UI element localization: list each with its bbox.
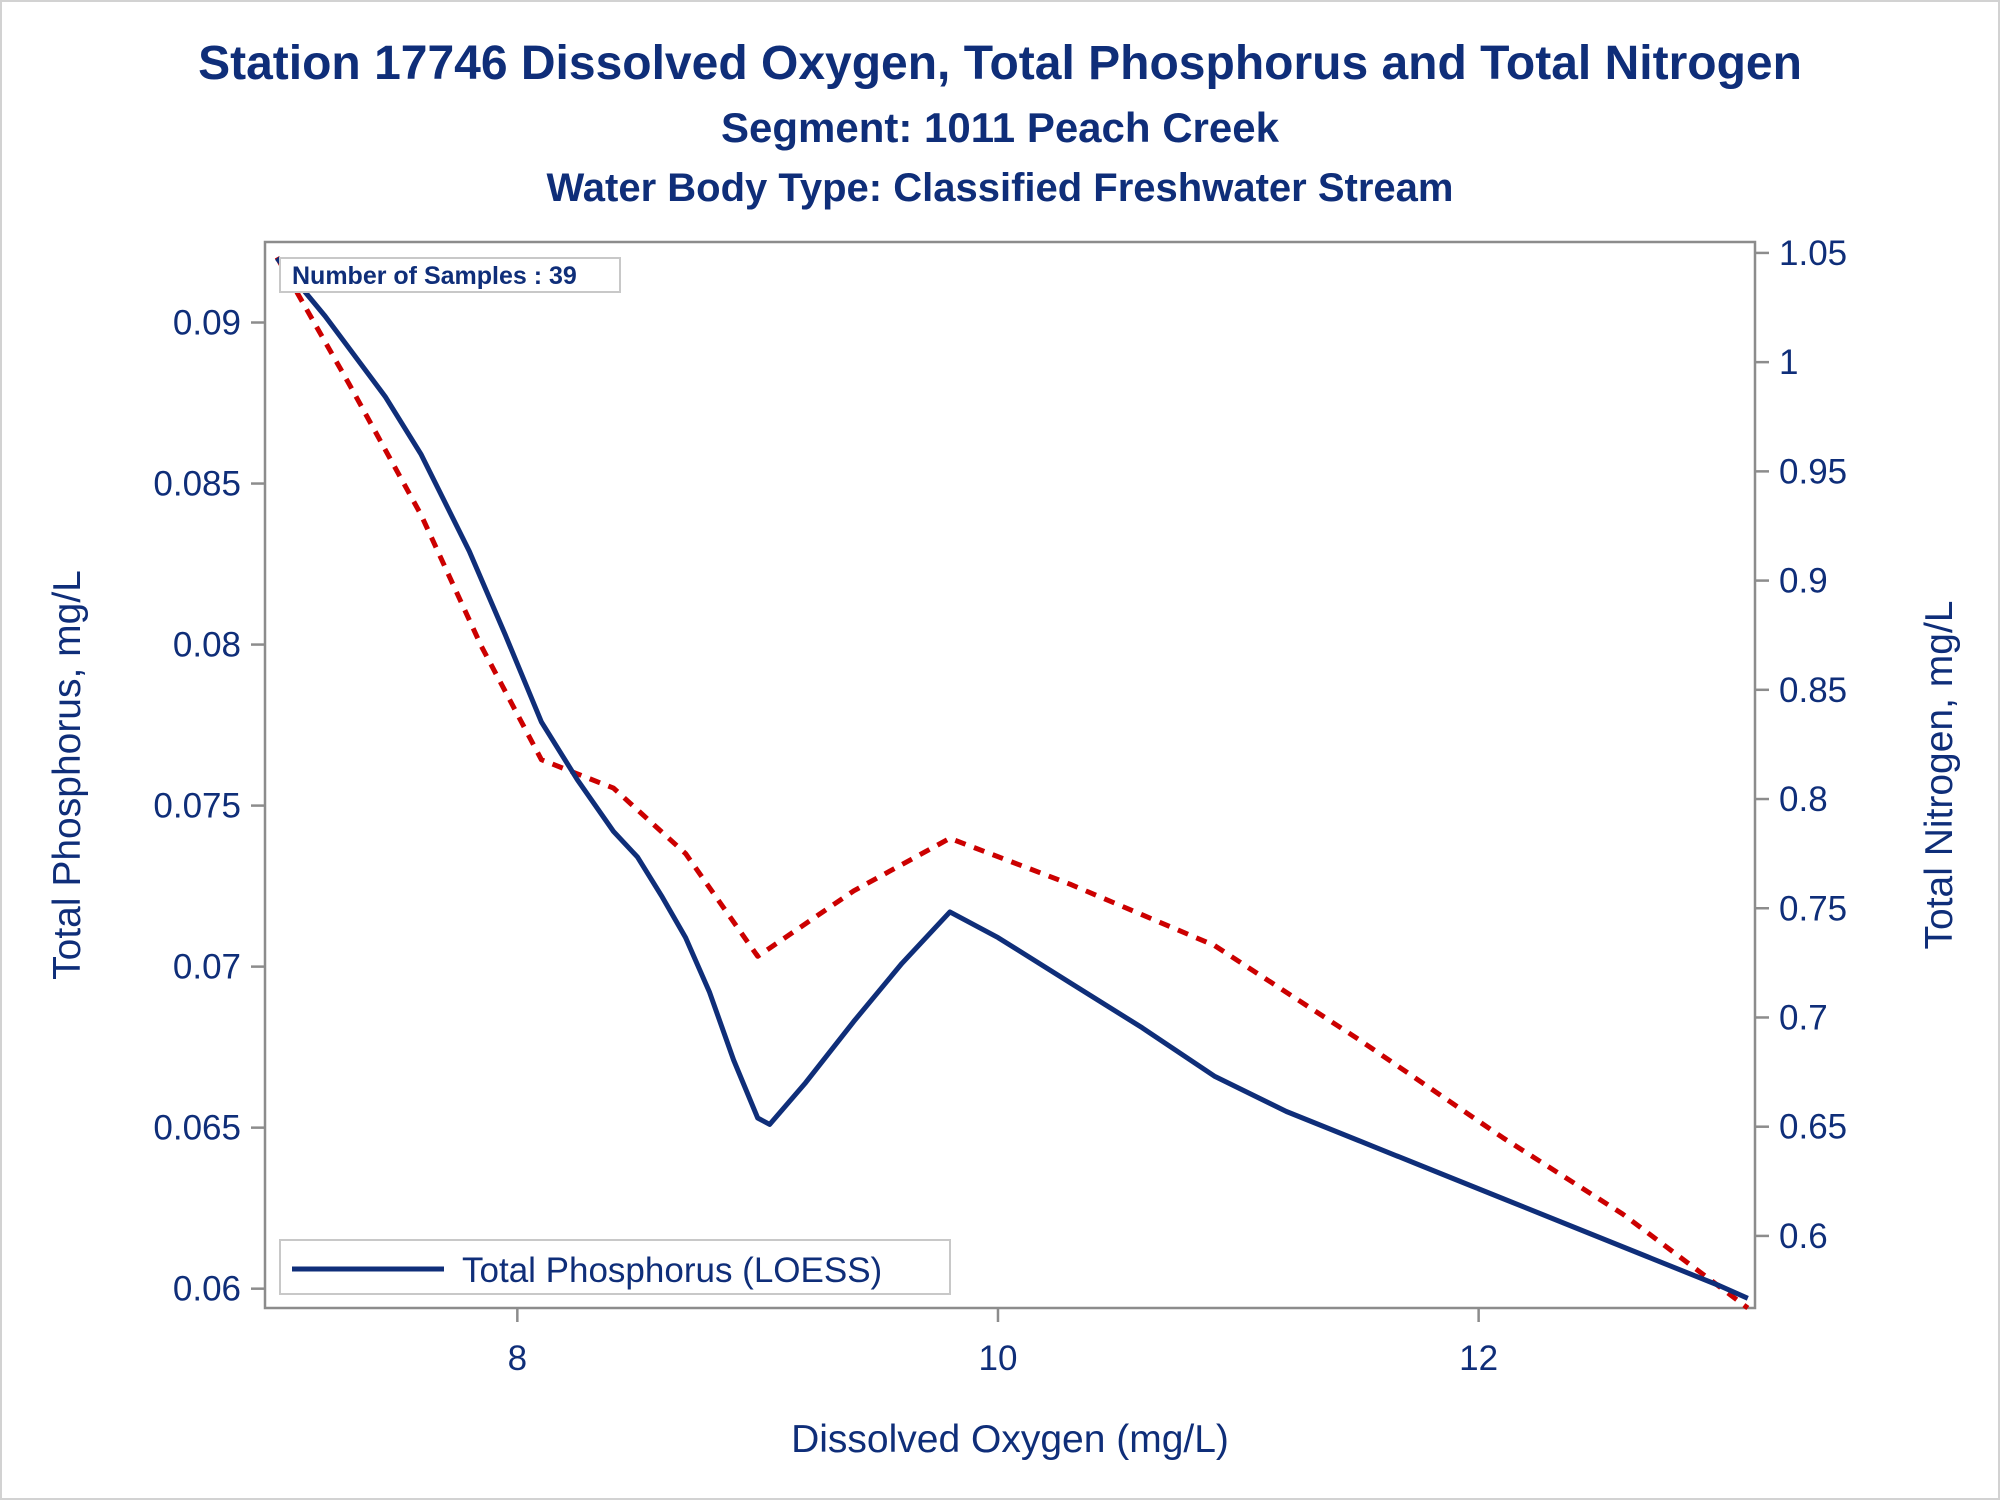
y-right-axis: 0.6 0.65 0.7 0.75 0.8 0.85 0.9 0.95 1 1.05: [1755, 234, 1847, 1256]
y-left-tick-label: 0.08: [173, 626, 241, 665]
y-right-axis-label: Total Nitrogen, mg/L: [1918, 600, 1961, 949]
x-tick-label: 12: [1459, 1339, 1498, 1378]
y-left-tick-label: 0.085: [153, 465, 241, 504]
y-left-tick-label: 0.07: [173, 948, 241, 987]
series-layer: [274, 256, 1750, 1310]
y-left-axis-label: Total Phosphorus, mg/L: [46, 570, 89, 980]
chart-subtitle-water-body: Water Body Type: Classified Freshwater S…: [546, 166, 1454, 210]
y-right-tick-label: 1: [1779, 343, 1798, 382]
y-right-tick-label: 1.05: [1779, 234, 1847, 273]
x-tick-label: 10: [979, 1339, 1018, 1378]
plot-area: [263, 240, 1757, 1310]
legend-label-phosphorus: Total Phosphorus (LOESS): [462, 1251, 882, 1290]
y-right-tick-label: 0.9: [1779, 562, 1828, 601]
y-left-tick-label: 0.065: [153, 1109, 241, 1148]
y-right-tick-label: 0.75: [1779, 889, 1847, 928]
sample-count-box: Number of Samples : 39: [279, 257, 621, 293]
y-right-tick-label: 0.7: [1779, 998, 1828, 1037]
series-line-total-nitrogen: [274, 256, 1750, 1310]
y-right-tick-label: 0.8: [1779, 780, 1828, 819]
x-tick-label: 8: [508, 1339, 527, 1378]
y-left-axis: 0.06 0.065 0.07 0.075 0.08 0.085 0.09: [153, 304, 265, 1309]
x-axis-label: Dissolved Oxygen (mg/L): [791, 1418, 1229, 1461]
sample-count-text: Number of Samples : 39: [292, 262, 577, 290]
y-left-tick-label: 0.09: [173, 304, 241, 343]
y-right-tick-label: 0.95: [1779, 452, 1847, 491]
y-right-tick-label: 0.85: [1779, 671, 1847, 710]
legend: Total Phosphorus (LOESS): [279, 1239, 951, 1295]
y-left-tick-label: 0.075: [153, 787, 241, 826]
y-right-tick-label: 0.6: [1779, 1217, 1828, 1256]
y-right-tick-label: 0.65: [1779, 1108, 1847, 1147]
series-line-total-phosphorus: [275, 256, 1749, 1301]
x-axis: 8 10 12: [508, 1308, 1498, 1378]
y-left-tick-label: 0.06: [173, 1270, 241, 1309]
chart-subtitle-segment: Segment: 1011 Peach Creek: [721, 104, 1279, 151]
chart-title: Station 17746 Dissolved Oxygen, Total Ph…: [198, 37, 1802, 90]
